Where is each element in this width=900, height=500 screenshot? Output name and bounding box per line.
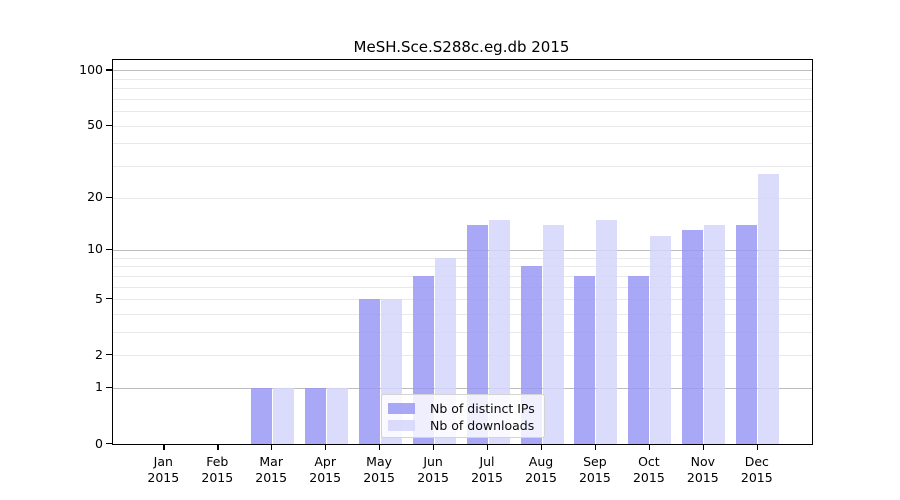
x-tick-label: Jun 2015 (417, 454, 449, 485)
gridline (113, 331, 812, 333)
x-tick-label: Sep 2015 (578, 454, 611, 485)
x-tick (217, 445, 219, 450)
gridline (113, 78, 812, 80)
gridline (113, 257, 812, 259)
x-tick-label: Aug 2015 (525, 454, 557, 485)
bar-distinct-ips-sep (574, 275, 596, 444)
gridline (113, 266, 812, 268)
x-tick-label: Oct 2015 (632, 454, 665, 485)
bar-downloads-sep (596, 219, 618, 444)
bar-distinct-ips-may (358, 299, 380, 444)
bar-downloads-mar (272, 387, 294, 444)
legend: Nb of distinct IPs Nb of downloads (381, 394, 545, 438)
plot-area: Nb of distinct IPs Nb of downloads (112, 59, 813, 445)
y-tick-label: 1 (95, 379, 103, 395)
y-tick-label: 20 (87, 189, 103, 204)
gridline (113, 197, 812, 199)
y-tick-label: 100 (79, 61, 103, 77)
bar-distinct-ips-nov (682, 230, 704, 444)
x-tick-label: Nov 2015 (686, 454, 719, 485)
legend-swatch-downloads (388, 420, 415, 431)
legend-label-distinct-ips: Nb of distinct IPs (430, 401, 535, 416)
y-tick-label: 10 (87, 241, 103, 257)
x-tick (756, 445, 759, 450)
gridline (113, 125, 812, 127)
y-tick-label: 5 (95, 290, 103, 306)
bar-downloads-dec (758, 174, 780, 444)
chart-title: MeSH.Sce.S288c.eg.db 2015 (353, 38, 570, 56)
x-tick (487, 445, 489, 450)
gridline (113, 286, 812, 288)
y-tick-label: 50 (87, 117, 103, 133)
x-tick (379, 445, 381, 450)
x-tick (433, 445, 435, 450)
legend-swatch-distinct-ips (388, 403, 415, 414)
y-tick (106, 124, 112, 126)
legend-item-distinct-ips: Nb of distinct IPs (388, 400, 544, 417)
x-tick (648, 445, 651, 450)
bar-distinct-ips-mar (250, 387, 272, 444)
y-tick (106, 196, 112, 198)
gridline (113, 299, 812, 300)
x-tick (702, 445, 705, 450)
y-tick (106, 386, 112, 389)
bar-downloads-nov (704, 224, 726, 444)
y-tick-label: 2 (95, 346, 103, 362)
x-tick-label: Mar 2015 (255, 454, 288, 485)
bar-downloads-jul (488, 219, 510, 444)
x-tick-label: May 2015 (363, 454, 395, 485)
gridline (113, 111, 812, 113)
x-tick-label: Apr 2015 (309, 454, 342, 485)
y-tick-label: 0 (95, 435, 103, 451)
y-tick (106, 354, 112, 356)
x-tick (163, 445, 165, 450)
x-tick-label: Feb 2015 (201, 454, 234, 485)
x-tick-label: Dec 2015 (740, 454, 773, 485)
x-tick (325, 445, 327, 450)
gridline (113, 143, 812, 145)
bar-downloads-aug (542, 224, 564, 444)
x-tick-label: Jan 2015 (147, 454, 180, 485)
gridline (113, 70, 812, 72)
x-tick (271, 445, 273, 450)
bar-distinct-ips-apr (304, 387, 326, 444)
y-tick (106, 298, 112, 300)
gridline (113, 355, 812, 357)
bar-distinct-ips-jul (466, 224, 488, 444)
x-tick (541, 445, 543, 450)
x-tick-label: Jul 2015 (471, 454, 503, 485)
gridline (113, 249, 812, 251)
gridline (113, 166, 812, 167)
legend-item-downloads: Nb of downloads (388, 417, 544, 434)
x-tick (594, 445, 597, 450)
bar-downloads-oct (650, 236, 672, 444)
legend-label-downloads: Nb of downloads (430, 418, 535, 433)
gridline (113, 98, 812, 100)
gridline (113, 88, 812, 90)
y-tick (106, 69, 112, 71)
gridline (113, 387, 812, 389)
gridline (113, 275, 812, 277)
y-tick (106, 248, 112, 251)
bar-downloads-apr (326, 387, 348, 444)
y-tick (106, 443, 112, 445)
bar-distinct-ips-oct (628, 275, 650, 444)
bar-distinct-ips-dec (736, 224, 758, 444)
gridline (113, 313, 812, 315)
